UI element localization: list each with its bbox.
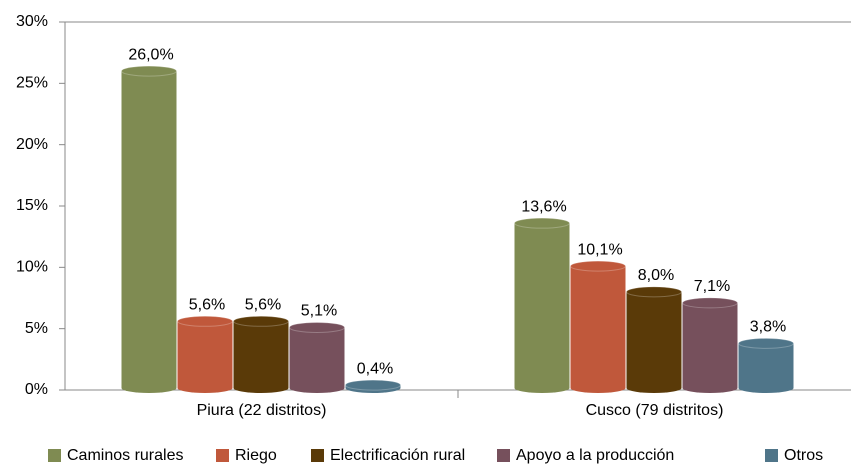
- legend-label: Apoyo a la producción: [516, 447, 674, 464]
- bar-top: [345, 379, 401, 391]
- bar: [289, 327, 345, 388]
- bar-top: [626, 286, 682, 298]
- bar: [514, 223, 570, 388]
- data-label: 7,1%: [694, 278, 730, 295]
- bar: [233, 321, 289, 388]
- y-tick-label: 15%: [16, 197, 48, 214]
- bar-top: [289, 321, 345, 333]
- legend-swatch: [311, 449, 324, 462]
- data-label: 5,6%: [245, 297, 281, 314]
- bar-top: [682, 297, 738, 309]
- bar: [121, 71, 177, 389]
- legend-label: Otros: [784, 447, 823, 464]
- bar-top: [514, 217, 570, 229]
- bar-top: [121, 65, 177, 77]
- legend-swatch: [765, 449, 778, 462]
- data-label: 5,1%: [301, 303, 337, 320]
- bar-top: [177, 315, 233, 327]
- data-label: 3,8%: [750, 319, 786, 336]
- legend-label: Caminos rurales: [67, 447, 183, 464]
- bar: [570, 266, 626, 388]
- x-tick-label: Piura (22 distritos): [197, 402, 327, 419]
- bar: [738, 343, 794, 388]
- legend-label: Riego: [235, 447, 277, 464]
- data-label: 8,0%: [638, 267, 674, 284]
- data-label: 13,6%: [521, 198, 566, 215]
- bar-top: [233, 315, 289, 327]
- bar-top: [570, 260, 626, 272]
- y-tick-label: 0%: [25, 381, 48, 398]
- bar: [682, 302, 738, 388]
- x-tick-label: Cusco (79 distritos): [586, 402, 724, 419]
- bar: [626, 291, 682, 388]
- data-label: 0,4%: [357, 360, 393, 377]
- legend-swatch: [497, 449, 510, 462]
- y-tick-label: 20%: [16, 136, 48, 153]
- data-label: 10,1%: [577, 241, 622, 258]
- y-tick-label: 10%: [16, 259, 48, 276]
- y-tick-label: 30%: [16, 13, 48, 30]
- y-tick-label: 5%: [25, 320, 48, 337]
- bar-top: [738, 337, 794, 349]
- y-tick-label: 25%: [16, 75, 48, 92]
- legend-label: Electrificación rural: [330, 447, 465, 464]
- bar: [177, 321, 233, 388]
- legend-swatch: [216, 449, 229, 462]
- legend-swatch: [48, 449, 61, 462]
- data-label: 26,0%: [128, 46, 173, 63]
- data-label: 5,6%: [189, 297, 225, 314]
